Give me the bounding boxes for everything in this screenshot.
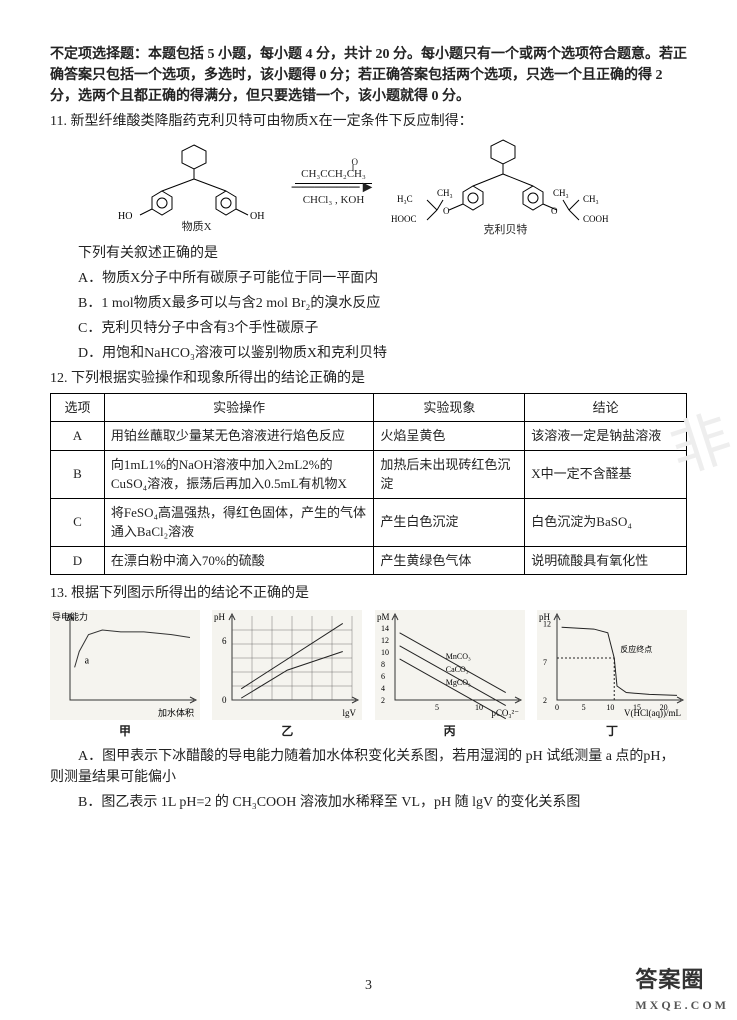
svg-text:2: 2 [381,696,385,705]
svg-text:12: 12 [381,636,389,645]
table-cell: 向1mL1%的NaOH溶液中加入2mL2%的CuSO₄溶液，振荡后再加入0.5m… [104,450,373,498]
col-conclusion: 结论 [525,393,687,422]
col-operation: 实验操作 [104,393,373,422]
svg-text:加水体积: 加水体积 [158,707,194,718]
svg-text:COOH: COOH [583,214,609,222]
reaction-arrow: O ‖ CH₃CCH₂CH₃ ──────► CHCl₃ , KOH [292,166,376,208]
table-cell: 加热后未出现砖红色沉淀 [374,450,525,498]
q11-choice-b: B．1 mol物质X最多可以与含2 mol Br₂的溴水反应 [78,293,687,314]
svg-text:14: 14 [381,624,389,633]
svg-text:H₃C: H₃C [397,194,413,204]
col-option: 选项 [51,393,105,422]
col-phenomenon: 实验现象 [374,393,525,422]
table-cell: 在漂白粉中滴入70%的硫酸 [104,546,373,575]
q12-stem: 12. 下列根据实验操作和现象所得出的结论正确的是 [50,368,687,389]
svg-text:8: 8 [381,660,385,669]
chart-label: 乙 [281,722,293,740]
svg-text:MnCO₃: MnCO₃ [445,652,470,661]
table-cell: 用铂丝蘸取少量某无色溶液进行焰色反应 [104,422,373,451]
mol-x-label: 物质X [182,219,212,236]
q12-table: 选项 实验操作 实验现象 结论 A用铂丝蘸取少量某无色溶液进行焰色反应火焰呈黄色… [50,393,687,576]
q11-choice-a: A．物质X分子中所有碳原子可能位于同一平面内 [78,268,687,289]
svg-text:lgV: lgV [343,708,357,718]
svg-text:15: 15 [633,703,641,712]
q11-stem: 11. 新型纤维酸类降脂药克利贝特可由物质X在一定条件下反应制得： [50,111,687,132]
svg-text:10: 10 [606,703,614,712]
svg-text:导电能力: 导电能力 [52,611,88,622]
table-cell: 产生黄绿色气体 [374,546,525,575]
table-cell: D [51,546,105,575]
svg-text:5: 5 [582,703,586,712]
q11-lead: 下列有关叙述正确的是 [50,243,687,264]
svg-text:0: 0 [222,695,227,705]
table-cell: 产生白色沉淀 [374,498,525,546]
chart-label: 甲 [119,722,131,740]
svg-text:10: 10 [381,648,389,657]
q11-reaction: HO OH 物质X O ‖ CH₃CCH₂CH₃ ──────► CHCl₃ ,… [50,136,687,239]
mol-product-label: 克利贝特 [483,222,527,239]
section-instructions: 不定项选择题：本题包括 5 小题，每小题 4 分，共计 20 分。每小题只有一个… [50,44,687,107]
svg-text:CaCO₃: CaCO₃ [445,665,468,674]
q13-charts: 导电能力加水体积a甲pHlgV60乙pMpCO₃²⁻MnCO₃CaCO₃MgCO… [50,610,687,740]
svg-text:pM: pM [377,612,390,622]
q11-choice-c: C．克利贝特分子中含有3个手性碳原子 [78,318,687,339]
watermark-main: 答案圈 [635,967,704,992]
svg-text:pH: pH [214,612,226,622]
table-row: C将FeSO₄高温强热，得红色固体，产生的气体通入BaCl₂溶液产生白色沉淀白色… [51,498,687,546]
svg-text:4: 4 [381,684,385,693]
svg-text:10: 10 [475,703,483,712]
svg-text:20: 20 [660,703,668,712]
svg-text:6: 6 [222,636,227,646]
table-cell: 该溶液一定是钠盐溶液 [525,422,687,451]
svg-text:O: O [443,206,450,216]
svg-text:5: 5 [435,703,439,712]
q13-choice-b: B．图乙表示 1L pH=2 的 CH₃COOH 溶液加水稀释至 VL，pH 随… [50,792,687,813]
q11-choice-d: D．用饱和NaHCO₃溶液可以鉴别物质X和克利贝特 [78,343,687,364]
svg-text:O: O [551,206,558,216]
table-row: D在漂白粉中滴入70%的硫酸产生黄绿色气体说明硫酸具有氧化性 [51,546,687,575]
table-row: B向1mL1%的NaOH溶液中加入2mL2%的CuSO₄溶液，振荡后再加入0.5… [51,450,687,498]
svg-text:a: a [85,655,90,666]
table-cell: A [51,422,105,451]
svg-text:CH₃: CH₃ [437,188,453,198]
q13-stem: 13. 根据下列图示所得出的结论不正确的是 [50,583,687,604]
svg-text:6: 6 [381,672,385,681]
svg-text:反应终点: 反应终点 [620,644,652,654]
q13-choice-a: A．图甲表示下冰醋酸的导电能力随着加水体积变化关系图，若用湿润的 pH 试纸测量… [50,746,687,788]
table-cell: 将FeSO₄高温强热，得红色固体，产生的气体通入BaCl₂溶液 [104,498,373,546]
table-row: A用铂丝蘸取少量某无色溶液进行焰色反应火焰呈黄色该溶液一定是钠盐溶液 [51,422,687,451]
svg-text:OH: OH [250,211,264,219]
svg-text:12: 12 [543,620,551,629]
page-number: 3 [0,975,737,996]
chart-丁: pHV(HCl(aq))/mL反应终点271205101520丁 [537,610,687,740]
chart-甲: 导电能力加水体积 a 甲 [50,610,200,740]
svg-text:2: 2 [543,696,547,705]
mol-x: HO OH 物质X [112,139,282,236]
svg-text:MgCO₃: MgCO₃ [445,678,470,687]
chart-label: 丁 [606,722,618,740]
table-cell: X中一定不含醛基 [525,450,687,498]
svg-text:CH₃: CH₃ [553,188,569,198]
table-cell: 白色沉淀为BaSO₄ [525,498,687,546]
chart-乙: pH lgV 6 0 乙 [212,610,362,740]
watermark: 答案圈 MXQE.COM [635,963,729,1014]
svg-text:0: 0 [555,703,559,712]
chart-丙: pMpCO₃²⁻MnCO₃CaCO₃MgCO₃2468101214510丙 [375,610,525,740]
table-header-row: 选项 实验操作 实验现象 结论 [51,393,687,422]
svg-text:HOOC: HOOC [391,214,417,222]
svg-text:7: 7 [543,658,547,667]
svg-text:CH₃: CH₃ [583,194,599,204]
table-cell: 说明硫酸具有氧化性 [525,546,687,575]
table-cell: B [51,450,105,498]
mol-product: O O H₃C HOOC CH₃ CH₃ COOH CH₃ 克利贝特 [385,136,625,239]
svg-text:HO: HO [118,211,132,219]
table-cell: 火焰呈黄色 [374,422,525,451]
table-cell: C [51,498,105,546]
chart-label: 丙 [444,722,456,740]
watermark-sub: MXQE.COM [635,996,729,1014]
